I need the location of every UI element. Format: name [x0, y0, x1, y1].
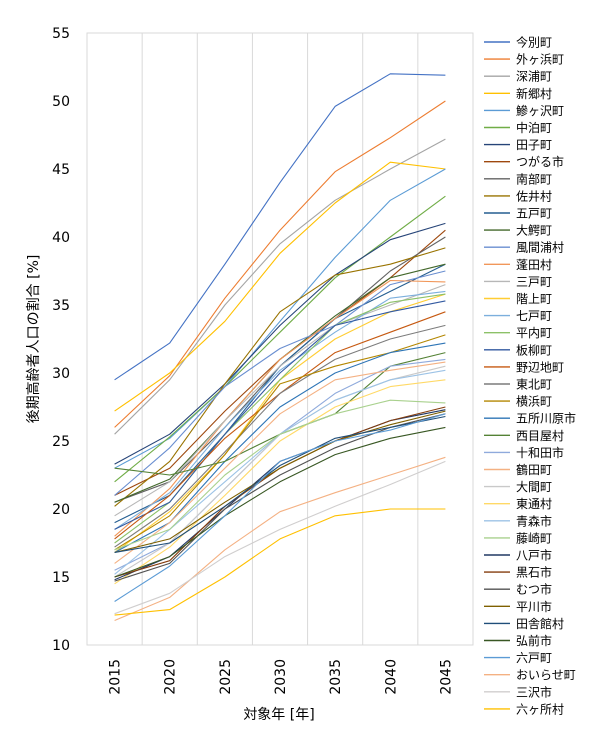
- series-line: [114, 195, 446, 483]
- legend-label: 深浦町: [516, 70, 552, 84]
- series-line: [114, 290, 446, 530]
- series-line: [114, 73, 446, 381]
- legend-label: 南部町: [516, 171, 552, 186]
- series-line: [114, 410, 446, 554]
- series-line: [114, 222, 446, 465]
- series-line: [114, 229, 446, 496]
- series-line: [114, 399, 446, 551]
- series-line: [114, 161, 446, 412]
- legend-label: 七戸町: [516, 309, 552, 323]
- legend-label: 藤崎町: [516, 531, 552, 545]
- legend-label: 三沢市: [516, 684, 552, 699]
- series-line: [114, 415, 446, 554]
- series-line: [114, 508, 446, 616]
- series-line: [114, 247, 446, 507]
- legend-label: 野辺地町: [516, 360, 564, 374]
- legend-label: 中泊町: [516, 120, 552, 135]
- series-lines: [114, 73, 446, 622]
- series-line: [114, 270, 446, 496]
- series-line: [114, 138, 446, 435]
- legend-label: 十和田市: [516, 445, 564, 460]
- series-line: [114, 361, 446, 564]
- legend-label: 新郷村: [516, 86, 552, 101]
- series-line: [114, 413, 446, 602]
- legend-label: むつ市: [516, 582, 552, 597]
- legend-label: 平川市: [516, 599, 552, 614]
- series-line: [114, 334, 446, 551]
- series-line: [114, 456, 446, 622]
- legend-label: 大鰐町: [516, 224, 552, 238]
- legend-label: 西目屋村: [516, 429, 564, 443]
- y-tick-label: 50: [52, 94, 70, 110]
- legend-label: 風間浦村: [516, 241, 564, 255]
- legend-label: おいらせ町: [516, 668, 576, 682]
- legend-label: 今別町: [516, 35, 552, 50]
- x-tick-label: 2030: [273, 659, 289, 695]
- legend-label: 横浜町: [516, 395, 552, 409]
- series-line: [114, 168, 446, 469]
- x-tick-label: 2040: [383, 659, 399, 695]
- legend-label: 田舎館村: [516, 616, 564, 631]
- legend-label: 六戸町: [516, 651, 552, 665]
- y-tick-label: 20: [52, 502, 70, 518]
- x-axis-title: 対象年 [年]: [243, 707, 314, 723]
- legend-label: 外ヶ浜町: [516, 53, 564, 67]
- y-tick-label: 25: [52, 434, 70, 450]
- series-line: [114, 100, 446, 428]
- series-line: [114, 409, 446, 581]
- legend-label: 板柳町: [516, 343, 552, 357]
- y-tick-label: 15: [52, 570, 70, 586]
- series-line: [114, 279, 446, 537]
- legend-label: 平内町: [516, 326, 552, 340]
- legend-label: 五戸町: [516, 207, 552, 221]
- legend-label: 鶴田町: [516, 462, 552, 477]
- legend: 今別町外ヶ浜町深浦町新郷村鰺ヶ沢町中泊町田子町つがる市南部町佐井村五戸町大鰐町風…: [484, 35, 576, 716]
- x-tick-label: 2045: [438, 659, 454, 695]
- series-line: [114, 324, 446, 548]
- legend-label: 六ヶ所村: [516, 702, 564, 716]
- series-line: [114, 284, 446, 517]
- series-line: [114, 300, 446, 530]
- legend-label: つがる市: [516, 154, 564, 169]
- legend-label: 黒石市: [516, 565, 552, 580]
- series-line: [114, 413, 446, 582]
- x-tick-label: 2025: [218, 659, 234, 695]
- series-line: [114, 379, 446, 585]
- y-axis-title: 後期高齢者人口の割合 [%]: [25, 255, 42, 424]
- legend-label: 佐井村: [516, 189, 552, 203]
- legend-label: 鰺ヶ沢町: [516, 103, 564, 118]
- x-tick-label: 2035: [328, 659, 344, 695]
- y-tick-label: 55: [52, 26, 70, 42]
- legend-label: 五所川原市: [516, 411, 576, 426]
- legend-label: 東北町: [516, 378, 552, 392]
- y-tick-labels: 10 15 20 25 30 35 40 45 50 55: [52, 26, 70, 654]
- x-tick-labels: 2015 2020 2025 2030 2035 2040 2045: [108, 659, 455, 695]
- y-tick-label: 45: [52, 162, 70, 178]
- series-line: [114, 426, 446, 578]
- legend-label: 大間町: [516, 480, 552, 494]
- series-line: [114, 342, 446, 553]
- y-tick-label: 35: [52, 298, 70, 314]
- y-tick-label: 10: [52, 638, 70, 654]
- plot-area-border: [86, 32, 474, 646]
- legend-label: 田子町: [516, 138, 552, 152]
- series-line: [114, 460, 446, 615]
- legend-label: 東通村: [516, 497, 552, 511]
- x-tick-label: 2015: [108, 659, 124, 695]
- legend-label: 青森市: [516, 513, 552, 528]
- x-tick-label: 2020: [163, 659, 179, 695]
- legend-label: 弘前市: [516, 633, 552, 648]
- series-line: [114, 406, 446, 578]
- y-tick-label: 30: [52, 366, 70, 382]
- y-tick-label: 40: [52, 230, 70, 246]
- legend-label: 階上町: [516, 291, 552, 306]
- legend-label: 蓬田村: [516, 258, 552, 272]
- legend-label: 八戸市: [516, 548, 552, 563]
- legend-label: 三戸町: [516, 275, 552, 289]
